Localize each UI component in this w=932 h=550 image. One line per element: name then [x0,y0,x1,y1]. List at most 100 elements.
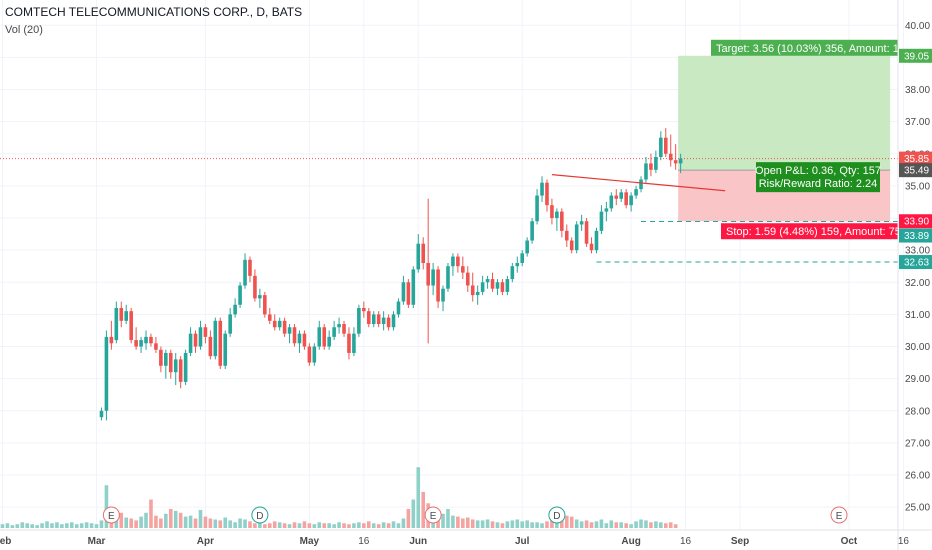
volume-bar [421,491,426,528]
volume-bar [446,509,450,528]
candle-body [589,243,594,251]
x-tick-label: 16 [898,536,910,547]
candle-body [649,163,653,170]
earnings-marker[interactable] [102,506,120,524]
volume-bar [406,509,411,528]
x-tick-label: Jul [515,536,530,547]
volume-bar [233,522,237,528]
volume-bar [238,518,242,528]
x-tick-label: Aug [621,536,640,547]
volume-bar [560,520,564,528]
volume-bar [480,520,485,528]
candle-body [678,158,683,164]
candle-body [287,327,292,334]
candle-body [342,324,346,334]
time-axis[interactable]: Feb Mar Apr May 16 Jun Jul Aug 16 Sep Oct 16 [0,536,909,547]
candle-body [307,346,312,363]
candle-body [238,285,242,305]
volume-bar [297,523,302,528]
candle-body [371,314,376,325]
x-tick-label: Feb [0,536,11,547]
y-tick-label: 38.00 [905,85,930,96]
dividend-marker[interactable] [251,506,269,524]
volume-bar [634,521,638,528]
candle-body [446,266,450,289]
stop-price-tag-box [899,214,932,229]
candle-body [129,311,133,341]
volume-bar [362,523,366,528]
volume-bar [149,499,153,528]
volume-bar [535,522,539,528]
dividend-marker-label: D [256,511,263,522]
candle-body [673,160,678,164]
earnings-marker[interactable] [830,506,848,524]
stop-label-box[interactable] [721,223,898,240]
volume-bar [485,519,490,528]
candle-body [475,291,480,296]
volume-bar [292,522,297,528]
entry-price-tag: 35.49 [904,166,929,177]
candle-body [263,295,267,315]
x-tick-label: 16 [680,536,692,547]
candle-body [391,314,396,328]
x-tick-label: 16 [358,536,370,547]
candle-body [569,240,574,251]
candle-body [104,336,109,411]
earnings-marker-label: E [430,511,437,522]
volume-bar [0,524,5,528]
target-label-box[interactable] [711,39,898,56]
candle-body [639,179,643,190]
candle-body [663,137,668,154]
volume-bar [624,523,628,528]
candle-body [188,333,193,353]
candle-body [604,208,609,212]
volume-indicator-label[interactable]: Vol (20) [5,24,43,36]
candle-body [584,221,589,244]
volume-bar [654,521,658,528]
x-tick-label: May [300,536,320,547]
symbol-title: COMTECH TELECOMMUNICATIONS CORP., D, BAT… [5,5,302,19]
y-tick-label: 27.00 [905,438,930,449]
candle-body [480,282,485,292]
pnl-box[interactable] [756,162,880,193]
volume-bar [89,523,94,528]
pnl-label: Open P&L: 0.36, Qty: 157 [755,165,881,177]
volume-bar [401,518,406,528]
candle-body [297,333,302,344]
candle-body [624,192,628,206]
volume-bar [550,518,554,528]
trendline[interactable] [551,174,726,192]
last-price-tag: 35.85 [904,154,929,165]
volume-bar [604,523,609,528]
volume-bar [193,518,198,528]
target-price-tag: 39.05 [904,51,929,62]
candle-body [198,327,203,347]
volume-bar [416,467,421,528]
volume-bar [10,525,15,528]
x-tick-label: Jun [409,536,427,547]
profit-zone[interactable] [678,55,891,171]
candle-body [114,307,119,341]
candle-body [426,263,430,286]
stop-price-tag: 33.90 [904,217,929,228]
volume-bar [649,522,653,528]
candle-body [461,266,465,273]
candle-body [183,352,188,382]
volume-bar [520,521,525,528]
y-tick-label: 31.00 [905,310,930,321]
candle-body [267,314,272,321]
y-tick-label: 40.00 [905,21,930,32]
volume-bar [119,512,124,528]
candle-body [401,282,406,302]
entry-price-tag-box [899,163,932,178]
candle-body [530,221,534,241]
volume-bar [391,521,396,528]
level-price-tag-box [899,255,932,270]
volume-bar [332,524,336,528]
earnings-marker[interactable] [424,506,442,524]
x-tick-label: Apr [197,536,214,547]
dividend-marker[interactable] [548,506,566,524]
volume-bar [60,524,64,528]
